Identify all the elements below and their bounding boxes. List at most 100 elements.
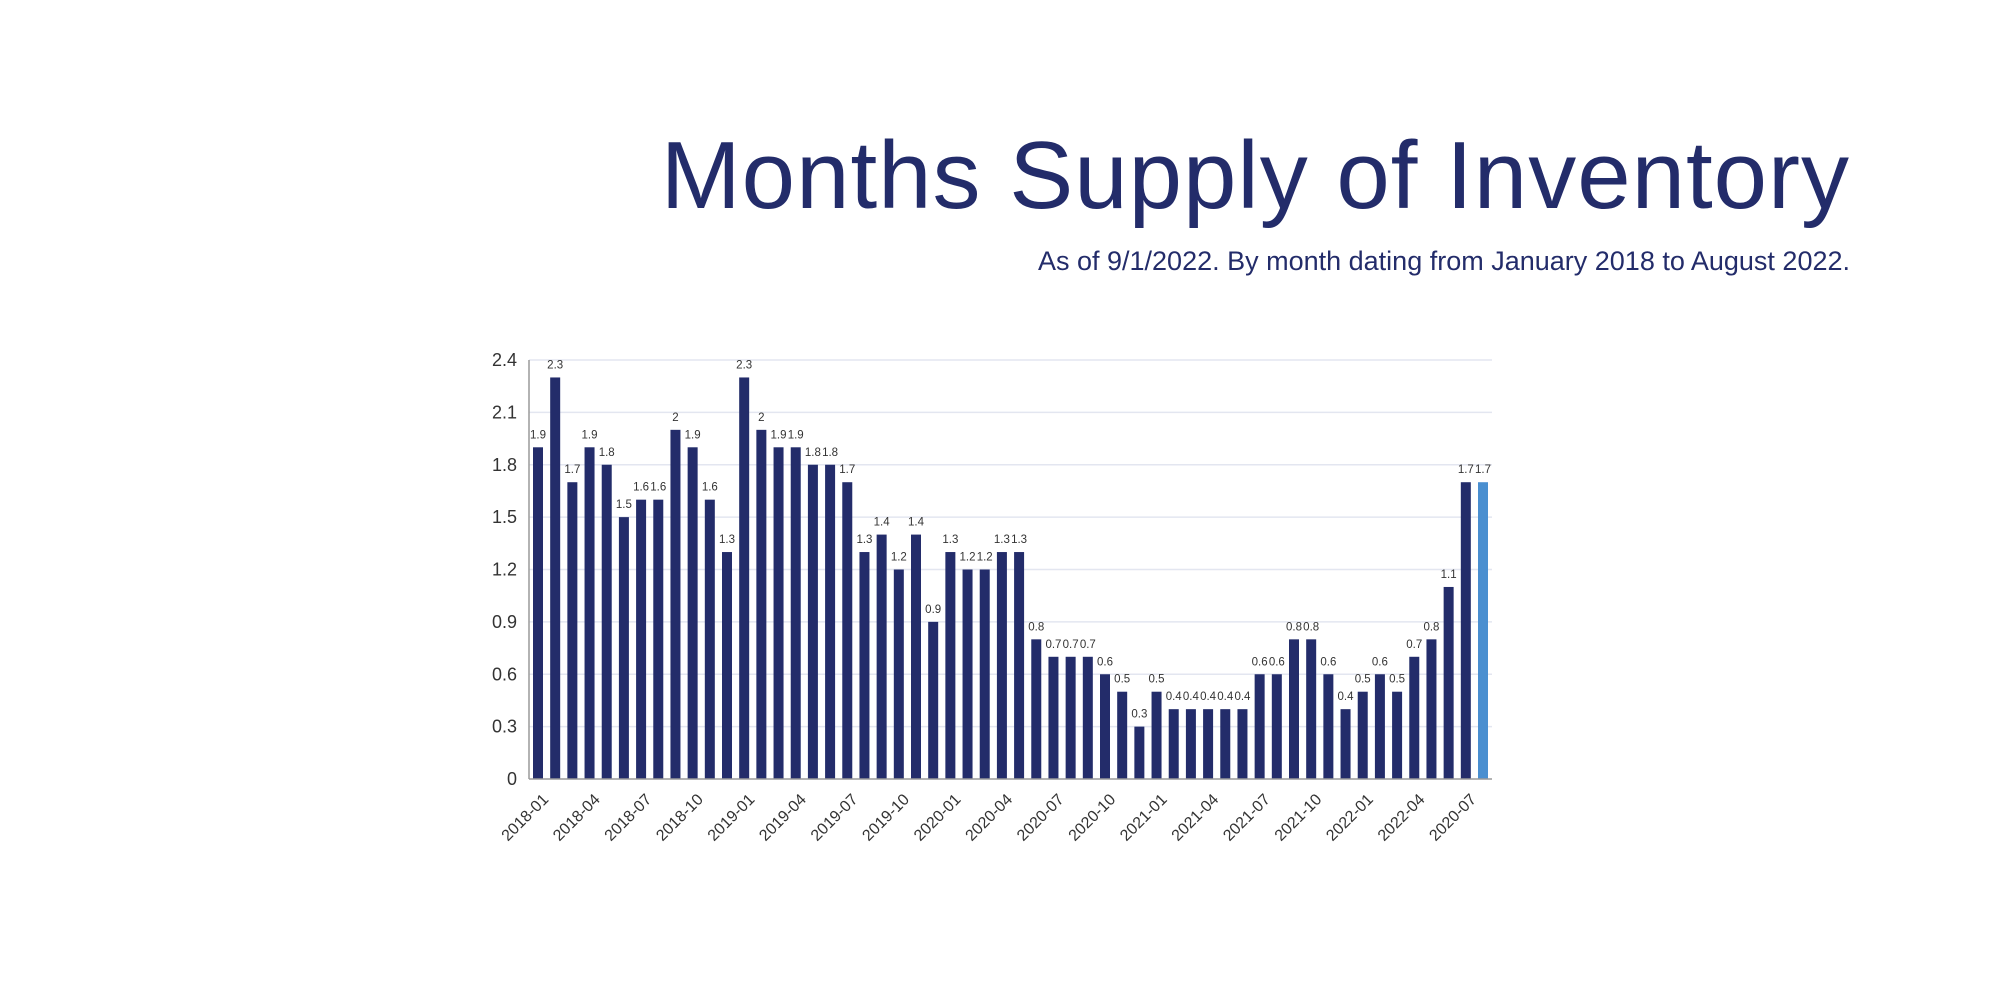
data-label: 0.8 <box>1303 621 1319 633</box>
bar <box>1340 709 1351 779</box>
bar <box>945 552 956 779</box>
bar <box>722 552 732 779</box>
y-tick-label: 1.8 <box>492 455 517 475</box>
bar <box>1203 709 1214 779</box>
data-label: 1.5 <box>616 499 632 511</box>
data-label: 0.5 <box>1355 674 1371 686</box>
bar <box>790 447 801 779</box>
bar <box>859 552 870 779</box>
data-label: 1.2 <box>977 552 993 564</box>
bar <box>739 377 750 779</box>
data-label: 1.8 <box>599 447 615 459</box>
bar <box>1237 709 1248 779</box>
data-label: 1.4 <box>874 517 891 529</box>
data-label: 0.3 <box>1131 709 1147 721</box>
data-label: 0.6 <box>1320 656 1336 668</box>
data-label: 0.8 <box>1028 621 1044 633</box>
bar <box>653 499 664 779</box>
data-label: 0.7 <box>1406 639 1422 651</box>
x-tick-label: 2019-10 <box>859 791 913 845</box>
data-label: 0.7 <box>1063 639 1079 651</box>
bar <box>876 534 887 779</box>
bar <box>533 447 543 779</box>
bar <box>1014 552 1025 779</box>
data-label: 0.4 <box>1234 691 1251 703</box>
data-label: 1.6 <box>633 482 649 494</box>
bar <box>1100 674 1110 779</box>
bar <box>1392 691 1403 779</box>
bar <box>842 482 853 779</box>
bar <box>670 429 681 779</box>
data-label: 1.8 <box>805 447 821 459</box>
chart-title: Months Supply of Inventory <box>660 122 1850 229</box>
bar <box>1117 691 1128 779</box>
data-label: 0.8 <box>1423 621 1439 633</box>
bar <box>687 447 698 779</box>
data-label: 2 <box>672 412 678 424</box>
x-tick-label: 2019-04 <box>756 791 810 845</box>
bar <box>773 447 784 779</box>
bar <box>1443 586 1454 779</box>
data-label: 0.7 <box>1045 639 1061 651</box>
x-tick-label: 2020-10 <box>1066 791 1120 845</box>
bar <box>825 464 836 779</box>
data-label: 0.5 <box>1149 674 1165 686</box>
data-label: 1.7 <box>839 464 855 476</box>
data-label: 1.7 <box>1458 464 1474 476</box>
data-label: 0.6 <box>1372 656 1388 668</box>
data-label: 1.9 <box>685 429 701 441</box>
data-label: 1.9 <box>582 429 598 441</box>
bar <box>704 499 715 779</box>
data-label: 0.4 <box>1183 691 1200 703</box>
data-label: 0.4 <box>1166 691 1183 703</box>
bar <box>928 621 939 779</box>
bar <box>1460 482 1471 779</box>
x-tick-label: 2018-07 <box>602 791 656 845</box>
data-label: 1.3 <box>994 534 1010 546</box>
data-label: 1.1 <box>1441 569 1457 581</box>
bar <box>550 377 561 779</box>
data-label: 0.5 <box>1389 674 1405 686</box>
data-label: 1.9 <box>530 429 546 441</box>
bar <box>1289 639 1299 779</box>
x-tick-label: 2020-07 <box>1426 791 1480 845</box>
y-tick-label: 1.2 <box>492 560 517 580</box>
data-label: 1.4 <box>908 517 925 529</box>
y-tick-label: 0.9 <box>492 612 517 632</box>
data-label: 1.2 <box>960 552 976 564</box>
x-tick-label: 2021-01 <box>1117 791 1171 845</box>
y-tick-label: 0.3 <box>492 717 517 737</box>
x-tick-label: 2021-07 <box>1220 791 1274 845</box>
x-tick-label: 2022-01 <box>1323 791 1377 845</box>
y-tick-label: 2.1 <box>492 402 517 422</box>
bar <box>1357 691 1368 779</box>
bar <box>1374 674 1385 779</box>
bar <box>962 569 973 779</box>
data-label: 0.4 <box>1217 691 1234 703</box>
bar <box>911 534 921 779</box>
data-label: 1.2 <box>891 552 907 564</box>
x-tick-label: 2018-04 <box>550 791 604 845</box>
data-label: 0.5 <box>1114 674 1130 686</box>
bar <box>1254 674 1265 779</box>
x-tick-label: 2019-01 <box>705 791 759 845</box>
bar <box>1306 639 1317 779</box>
y-tick-label: 2.4 <box>492 350 517 370</box>
bar <box>584 447 595 779</box>
data-label: 1.3 <box>856 534 872 546</box>
data-label: 0.6 <box>1252 656 1268 668</box>
data-label: 2.3 <box>736 359 752 371</box>
bar <box>1082 656 1093 779</box>
data-label: 1.9 <box>771 429 787 441</box>
data-label: 0.4 <box>1200 691 1217 703</box>
bar <box>979 569 990 779</box>
y-tick-label: 0 <box>507 769 517 789</box>
bar <box>1134 726 1145 779</box>
data-label: 1.3 <box>719 534 735 546</box>
bar <box>1151 691 1162 779</box>
x-tick-label: 2020-07 <box>1014 791 1068 845</box>
y-tick-label: 1.5 <box>492 507 517 527</box>
x-tick-label: 2020-01 <box>911 791 965 845</box>
bar <box>1048 656 1059 779</box>
